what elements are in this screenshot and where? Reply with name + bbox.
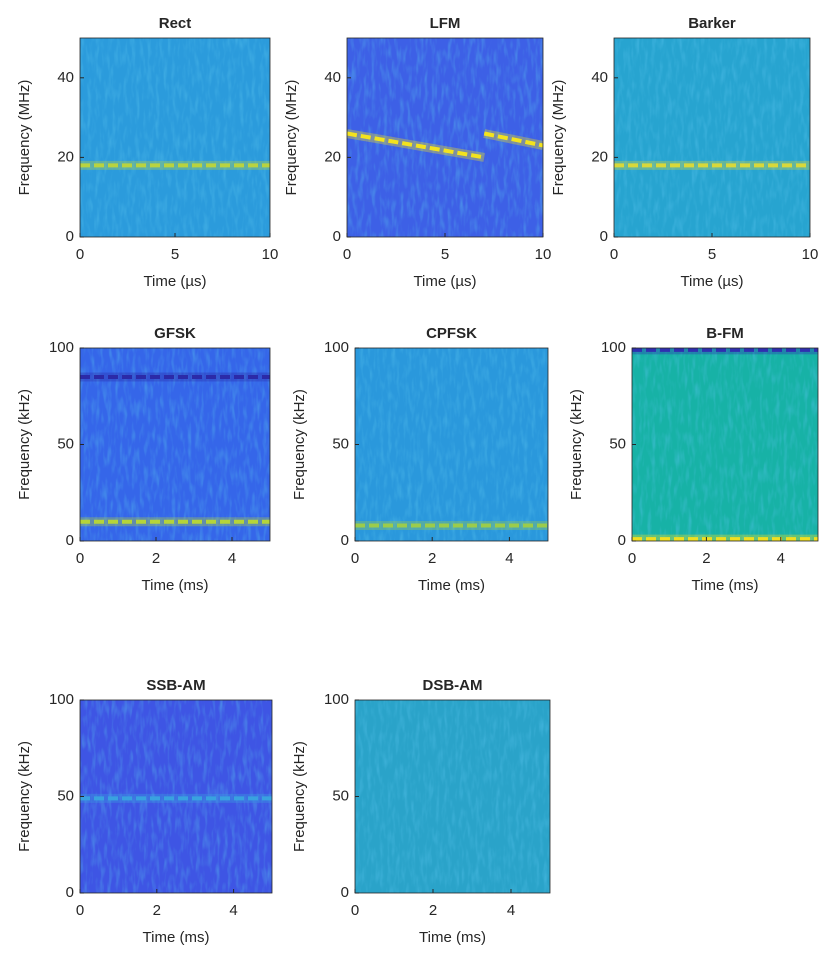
x-tick-label: 2 xyxy=(429,902,437,919)
y-tick-label: 40 xyxy=(57,69,74,86)
y-axis-label: Frequency (MHz) xyxy=(283,80,300,196)
y-tick-label: 0 xyxy=(341,532,349,549)
y-tick-label: 50 xyxy=(57,435,74,452)
y-axis-label: Frequency (kHz) xyxy=(16,741,33,852)
x-tick-label: 0 xyxy=(351,550,359,567)
y-axis-label: Frequency (MHz) xyxy=(550,80,567,196)
subplot: 0 5 10 0 20 40 LFM Time (µs) Frequency (MHz) xyxy=(283,15,551,290)
y-axis-label: Frequency (kHz) xyxy=(291,741,308,852)
x-tick-label: 0 xyxy=(76,902,84,919)
y-tick-label: 50 xyxy=(332,435,349,452)
subplot-title: CPFSK xyxy=(426,325,477,342)
y-tick-label: 100 xyxy=(49,339,74,356)
x-axis-label: Time (ms) xyxy=(418,577,485,594)
x-tick-label: 0 xyxy=(628,550,636,567)
y-tick-label: 50 xyxy=(332,787,349,804)
subplot-title: LFM xyxy=(430,15,461,32)
x-tick-label: 2 xyxy=(153,902,161,919)
subplot-title: B-FM xyxy=(706,325,744,342)
x-tick-label: 2 xyxy=(428,550,436,567)
subplot-title: DSB-AM xyxy=(423,677,483,694)
y-tick-label: 50 xyxy=(57,787,74,804)
spectrogram-texture xyxy=(355,700,550,893)
x-tick-label: 10 xyxy=(262,246,279,263)
subplot: 0 2 4 0 50 100 B-FM Time (ms) Frequency (kHz) xyxy=(568,325,819,594)
x-tick-label: 0 xyxy=(343,246,351,263)
y-tick-label: 20 xyxy=(591,148,608,165)
signal-traces xyxy=(632,348,818,541)
x-tick-label: 0 xyxy=(610,246,618,263)
spectrogram-texture xyxy=(614,38,810,237)
x-axis-label: Time (µs) xyxy=(680,273,743,290)
x-tick-label: 0 xyxy=(76,550,84,567)
signal-traces xyxy=(347,129,543,162)
subplot-title: Rect xyxy=(159,15,192,32)
x-axis-label: Time (ms) xyxy=(419,929,486,946)
x-axis-label: Time (ms) xyxy=(692,577,759,594)
x-tick-label: 4 xyxy=(777,550,785,567)
y-tick-label: 0 xyxy=(66,532,74,549)
x-tick-label: 4 xyxy=(228,550,236,567)
subplot-title: GFSK xyxy=(154,325,196,342)
y-tick-label: 0 xyxy=(600,228,608,245)
x-tick-label: 10 xyxy=(535,246,552,263)
spectrogram-texture xyxy=(632,348,818,541)
signal-trace xyxy=(347,131,485,160)
y-axis-label: Frequency (kHz) xyxy=(16,389,33,500)
y-tick-label: 40 xyxy=(591,69,608,86)
x-axis-label: Time (ms) xyxy=(143,929,210,946)
y-tick-label: 20 xyxy=(57,148,74,165)
x-tick-label: 5 xyxy=(708,246,716,263)
y-tick-label: 100 xyxy=(324,339,349,356)
y-tick-label: 0 xyxy=(333,228,341,245)
subplot-title: SSB-AM xyxy=(146,677,205,694)
subplot: 0 5 10 0 20 40 Rect Time (µs) Frequency (MHz) xyxy=(16,15,278,290)
subplot: 0 5 10 0 20 40 Barker Time (µs) Frequency (MHz) xyxy=(550,15,818,290)
x-axis-label: Time (ms) xyxy=(142,577,209,594)
x-tick-label: 4 xyxy=(507,902,515,919)
y-axis-label: Frequency (kHz) xyxy=(568,389,585,500)
spectrogram-texture xyxy=(80,38,270,237)
subplot: 0 2 4 0 50 100 GFSK Time (ms) Frequency (kHz) xyxy=(16,325,271,594)
y-tick-label: 0 xyxy=(66,884,74,901)
x-tick-label: 0 xyxy=(351,902,359,919)
spectrogram-texture xyxy=(355,348,548,541)
y-tick-label: 20 xyxy=(324,148,341,165)
y-tick-label: 0 xyxy=(341,884,349,901)
x-axis-label: Time (µs) xyxy=(143,273,206,290)
y-axis-label: Frequency (kHz) xyxy=(291,389,308,500)
x-tick-label: 2 xyxy=(152,550,160,567)
y-tick-label: 100 xyxy=(49,691,74,708)
subplot-title: Barker xyxy=(688,15,736,32)
y-tick-label: 0 xyxy=(66,228,74,245)
spectrogram-texture xyxy=(80,348,270,541)
y-tick-label: 40 xyxy=(324,69,341,86)
x-axis-label: Time (µs) xyxy=(413,273,476,290)
x-tick-label: 4 xyxy=(505,550,513,567)
x-tick-label: 5 xyxy=(171,246,179,263)
subplot: 0 2 4 0 50 100 CPFSK Time (ms) Frequency (kHz) xyxy=(291,325,549,594)
signal-traces xyxy=(80,372,270,527)
x-tick-label: 0 xyxy=(76,246,84,263)
y-tick-label: 100 xyxy=(601,339,626,356)
x-tick-label: 2 xyxy=(702,550,710,567)
signal-trace xyxy=(483,131,543,148)
y-tick-label: 100 xyxy=(324,691,349,708)
x-tick-label: 4 xyxy=(229,902,237,919)
x-tick-label: 5 xyxy=(441,246,449,263)
y-axis-label: Frequency (MHz) xyxy=(16,80,33,196)
y-tick-label: 0 xyxy=(618,532,626,549)
subplot: 0 2 4 0 50 100 SSB-AM Time (ms) Frequency (kHz) xyxy=(16,677,273,946)
subplot: 0 2 4 0 50 100 DSB-AM Time (ms) Frequency (kHz) xyxy=(291,677,551,946)
x-tick-label: 10 xyxy=(802,246,819,263)
y-tick-label: 50 xyxy=(609,435,626,452)
